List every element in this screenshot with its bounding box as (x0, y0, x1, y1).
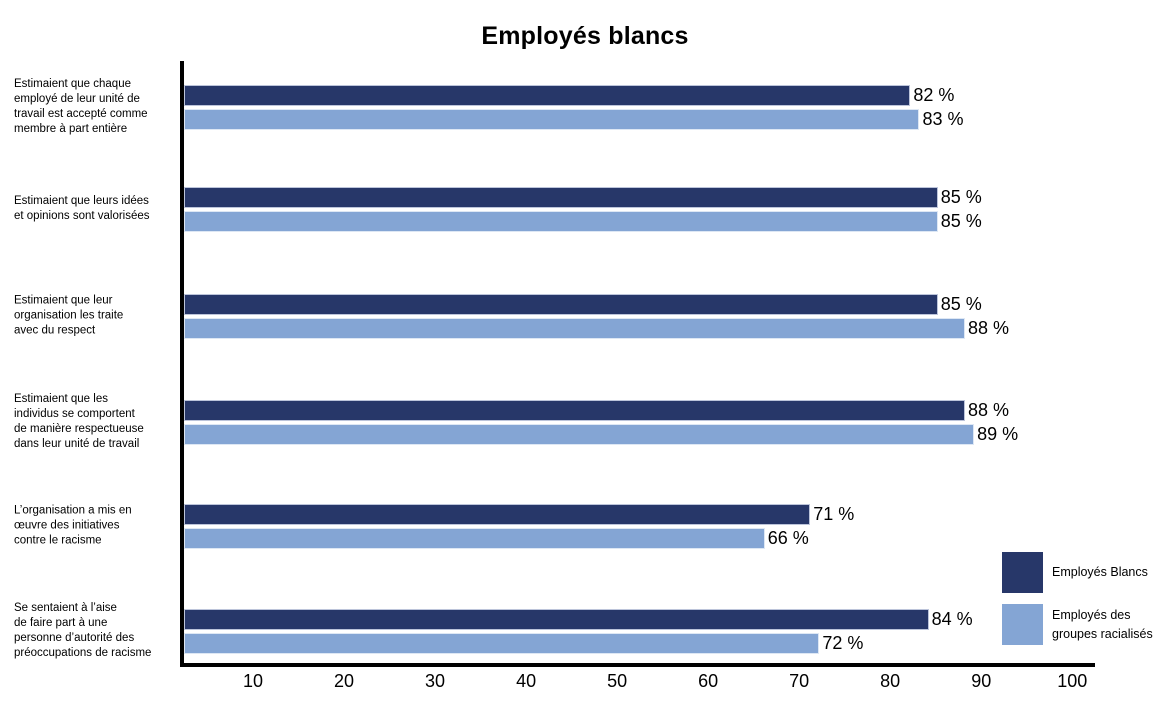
category-label-4: L’organisation a mis en œuvre des initia… (14, 504, 132, 547)
x-tick-label-50: 50 (607, 671, 628, 691)
legend-label-employes-blancs: Employés Blancs (1052, 565, 1148, 579)
bar-value-label-racialises-row2: 88 % (968, 317, 1010, 338)
category-label-3: Estimaient que les individus se comporte… (14, 392, 144, 450)
category-label-0: Estimaient que chaque employé de leur un… (14, 77, 148, 135)
bar-value-label-racialises-row0: 83 % (922, 108, 964, 129)
bar-value-label-racialises-row3: 89 % (977, 423, 1019, 444)
bar-value-label-blancs-row1: 85 % (940, 186, 982, 207)
bar-value-label-racialises-row4: 66 % (767, 528, 809, 549)
x-tick-label-20: 20 (334, 671, 355, 691)
bar-racialises-row2 (184, 317, 965, 339)
bar-value-label-blancs-row2: 85 % (940, 293, 982, 314)
bar-blancs-row2 (184, 293, 938, 315)
bar-value-label-blancs-row5: 84 % (931, 609, 973, 629)
bar-value-label-blancs-row0: 82 % (913, 84, 955, 105)
legend-swatch-groupes-racialises (1002, 604, 1043, 645)
x-axis-line (180, 663, 1095, 667)
chart-title: Employés blancs (481, 22, 689, 50)
legend-item-employes-blancs: Employés Blancs (1002, 552, 1162, 593)
x-tick-label-10: 10 (242, 671, 263, 691)
legend-item-groupes-racialises: Employés des groupes racialisés (1002, 604, 1162, 645)
bar-blancs-row4 (184, 504, 811, 526)
bar-racialises-row4 (184, 528, 765, 550)
category-label-5: Se sentaient à l’aise de faire part à un… (14, 602, 152, 659)
x-tick-label-70: 70 (789, 671, 810, 691)
category-label-2: Estimaient que leur organisation les tra… (14, 294, 124, 337)
x-tick-label-40: 40 (516, 671, 537, 691)
bar-blancs-row3 (184, 399, 965, 421)
bar-racialises-row0 (184, 108, 920, 130)
bar-value-label-blancs-row4: 71 % (813, 504, 855, 525)
bar-blancs-row5 (184, 609, 929, 630)
bar-value-label-racialises-row1: 85 % (940, 210, 982, 231)
bar-racialises-row3 (184, 423, 975, 445)
category-label-1: Estimaient que leurs idées et opinions s… (14, 194, 150, 222)
x-tick-label-60: 60 (698, 671, 719, 691)
bar-value-label-racialises-row5: 72 % (822, 633, 864, 653)
bar-racialises-row5 (184, 633, 820, 654)
legend-label-groupes-racialises: Employés des groupes racialisés (1052, 607, 1153, 641)
bar-blancs-row0 (184, 84, 911, 106)
y-axis-line (180, 61, 184, 667)
bar-racialises-row1 (184, 210, 938, 232)
legend-swatch-employes-blancs (1002, 552, 1043, 593)
x-tick-label-90: 90 (971, 671, 992, 691)
bar-blancs-row1 (184, 186, 938, 208)
bar-value-label-blancs-row3: 88 % (968, 399, 1010, 420)
x-tick-label-100: 100 (1057, 671, 1088, 691)
x-tick-label-80: 80 (880, 671, 901, 691)
x-tick-label-30: 30 (425, 671, 446, 691)
